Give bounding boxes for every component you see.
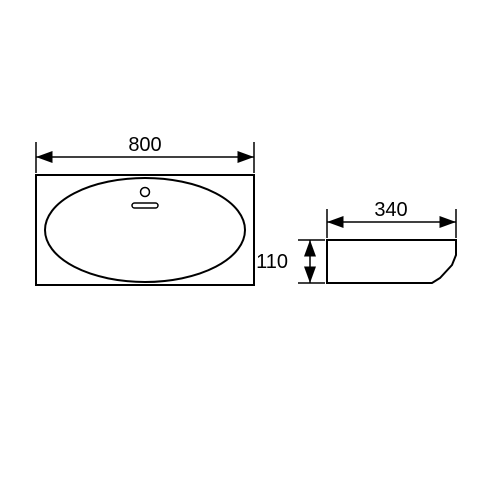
dimension-depth-340: 340 xyxy=(327,199,456,238)
faucet-hole xyxy=(141,188,150,197)
technical-drawing: 800 340 110 xyxy=(0,0,500,500)
basin-ellipse xyxy=(45,178,245,282)
dim-label-800: 800 xyxy=(128,134,161,156)
dimension-width-800: 800 xyxy=(36,134,254,173)
dim-label-340: 340 xyxy=(374,199,407,221)
side-view: 340 110 xyxy=(256,199,456,283)
dim-label-110: 110 xyxy=(256,251,288,273)
sink-profile xyxy=(327,240,456,283)
sink-outer-rect xyxy=(36,175,254,285)
dimension-height-110: 110 xyxy=(256,240,325,283)
overflow-slot xyxy=(132,203,158,208)
front-view: 800 xyxy=(36,134,254,285)
